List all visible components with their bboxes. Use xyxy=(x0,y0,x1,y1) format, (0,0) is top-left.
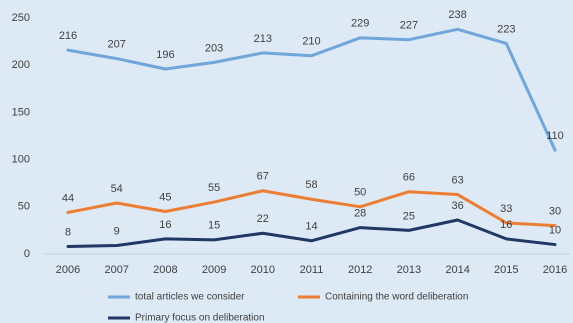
data-label: 22 xyxy=(257,213,269,225)
data-label: 216 xyxy=(59,30,77,42)
data-label: 16 xyxy=(159,219,171,231)
data-label: 110 xyxy=(546,130,564,142)
y-tick-label: 50 xyxy=(18,201,30,213)
y-tick-label: 100 xyxy=(12,154,30,166)
data-label: 227 xyxy=(400,20,418,32)
x-tick-label: 2009 xyxy=(202,264,226,276)
data-label: 55 xyxy=(208,182,220,194)
data-label: 8 xyxy=(65,226,71,238)
data-label: 9 xyxy=(114,225,120,237)
y-tick-label: 250 xyxy=(12,12,30,24)
data-label: 66 xyxy=(403,172,415,184)
legend-label: Primary focus on deliberation xyxy=(135,313,265,323)
data-label: 14 xyxy=(305,221,317,233)
data-label: 207 xyxy=(108,38,126,50)
data-label: 36 xyxy=(451,200,463,212)
x-tick-label: 2014 xyxy=(445,264,469,276)
y-tick-label: 200 xyxy=(12,59,30,71)
data-label: 44 xyxy=(62,192,74,204)
x-tick-label: 2015 xyxy=(494,264,518,276)
data-label: 10 xyxy=(549,224,561,236)
legend-label: total articles we consider xyxy=(135,292,245,303)
series-line xyxy=(66,27,557,152)
series-line xyxy=(66,189,557,228)
y-tick-label: 150 xyxy=(12,106,30,118)
x-tick-label: 2012 xyxy=(348,264,372,276)
data-label: 54 xyxy=(111,183,123,195)
x-tick-label: 2016 xyxy=(543,264,567,276)
data-label: 28 xyxy=(354,207,366,219)
x-tick-label: 2008 xyxy=(153,264,177,276)
data-label: 229 xyxy=(351,18,369,30)
x-tick-label: 2013 xyxy=(397,264,421,276)
data-label: 63 xyxy=(451,174,463,186)
data-label: 210 xyxy=(302,36,320,48)
data-label: 223 xyxy=(497,23,515,35)
data-label: 196 xyxy=(156,49,174,61)
data-label: 15 xyxy=(208,220,220,232)
x-tick-label: 2007 xyxy=(104,264,128,276)
legend-label: Containing the word deliberation xyxy=(325,292,468,303)
y-tick-label: 0 xyxy=(24,248,30,260)
data-label: 203 xyxy=(205,42,223,54)
data-label: 67 xyxy=(257,171,269,183)
data-label: 16 xyxy=(500,219,512,231)
data-label: 238 xyxy=(448,9,466,21)
x-tick-label: 2006 xyxy=(56,264,80,276)
x-tick-label: 2010 xyxy=(251,264,275,276)
data-label: 50 xyxy=(354,187,366,199)
data-label: 25 xyxy=(403,210,415,222)
series-line xyxy=(66,218,557,248)
x-tick-label: 2011 xyxy=(300,264,324,276)
data-label: 213 xyxy=(254,33,272,45)
data-label: 30 xyxy=(549,206,561,218)
data-label: 33 xyxy=(500,203,512,215)
data-label: 58 xyxy=(305,179,317,191)
data-label: 45 xyxy=(159,191,171,203)
